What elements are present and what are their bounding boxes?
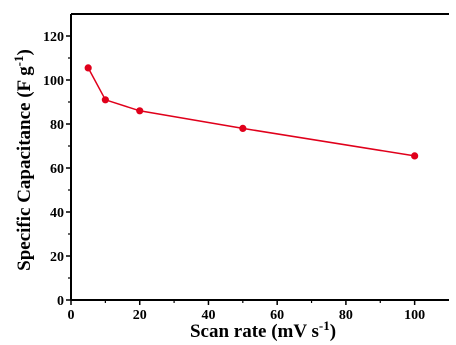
x-tick-label: 80 (339, 308, 353, 323)
x-tick-label: 60 (270, 308, 284, 323)
x-tick-label: 40 (201, 308, 215, 323)
ticks: 0 20 40 60 80 100 0 20 40 60 80 100 120 (43, 30, 425, 323)
y-tick-label: 60 (50, 162, 64, 177)
y-axis-label: Specific Capacitance (F g-1) (11, 49, 36, 271)
x-tick-label: 100 (404, 308, 425, 323)
y-tick-label: 100 (43, 74, 64, 89)
y-axis-label-end: ) (14, 49, 35, 55)
data-point (411, 152, 419, 160)
x-axis-label-sup: -1 (319, 318, 330, 333)
data-point (101, 96, 109, 104)
y-tick-label: 0 (57, 294, 64, 309)
x-axis-label: Scan rate (mV s-1) (190, 318, 336, 343)
y-tick-label: 80 (50, 118, 64, 133)
y-tick-label: 20 (50, 250, 64, 265)
data-point (239, 124, 247, 132)
y-tick-label: 40 (50, 206, 64, 221)
data-point (84, 64, 92, 72)
data-point (136, 107, 144, 115)
x-tick-label: 0 (68, 308, 75, 323)
axes (70, 13, 449, 301)
y-axis-label-main: Specific Capacitance (F g (14, 66, 35, 271)
data-series (84, 64, 419, 160)
y-axis-label-sup: -1 (11, 55, 26, 66)
x-axis-label-end: ) (330, 321, 336, 342)
y-tick-label: 120 (43, 30, 64, 45)
x-axis-label-main: Scan rate (mV s (190, 321, 319, 342)
x-tick-label: 20 (133, 308, 147, 323)
